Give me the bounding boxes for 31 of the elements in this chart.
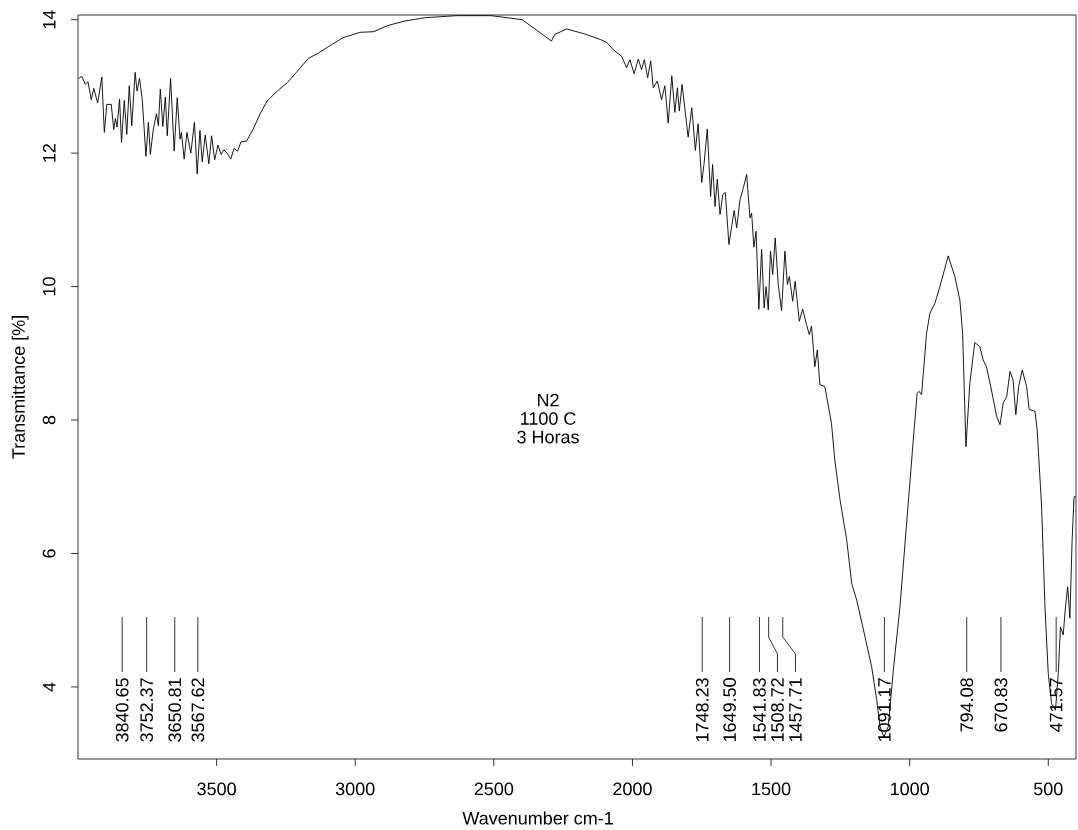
x-axis-title: Wavenumber cm-1 [462,811,613,825]
annotation: 1508.72 [771,678,784,742]
annotation: 670.83 [994,678,1008,732]
x-tick-label: 3500 [197,782,236,796]
y-tick-label: 4 [43,682,56,692]
annotation: 1748.23 [695,678,709,742]
annotation: 1541.83 [753,678,766,742]
annotation: 3650.81 [168,678,182,742]
annotation: 1100 C [521,412,576,425]
y-axis-title: Transmittance [%] [11,316,29,459]
annotation: N2 [538,393,559,407]
annotation: 3840.65 [115,678,129,742]
y-tick-label: 8 [42,415,56,425]
annotation: 1457.71 [789,678,802,742]
annotation: 3 Horas [517,430,579,444]
y-tick-label: 10 [42,277,56,296]
x-tick-label: 2500 [474,782,514,796]
annotation: 471.57 [1049,678,1063,733]
y-tick-label: 6 [42,549,56,558]
annotation: 3752.37 [140,678,154,742]
y-tick-label: 14 [43,10,56,29]
x-tick-label: 1000 [891,782,929,796]
y-tick-label: 12 [42,144,56,162]
x-tick-label: 1500 [752,782,791,796]
annotation: 794.08 [960,678,974,732]
x-tick-label: 2000 [613,782,652,796]
annotation: 1649.50 [723,678,736,742]
x-tick-label: 500 [1033,782,1063,796]
annotation: 3567.62 [191,678,205,742]
annotation: 1091.17 [878,678,891,742]
x-tick-label: 3000 [335,782,375,796]
